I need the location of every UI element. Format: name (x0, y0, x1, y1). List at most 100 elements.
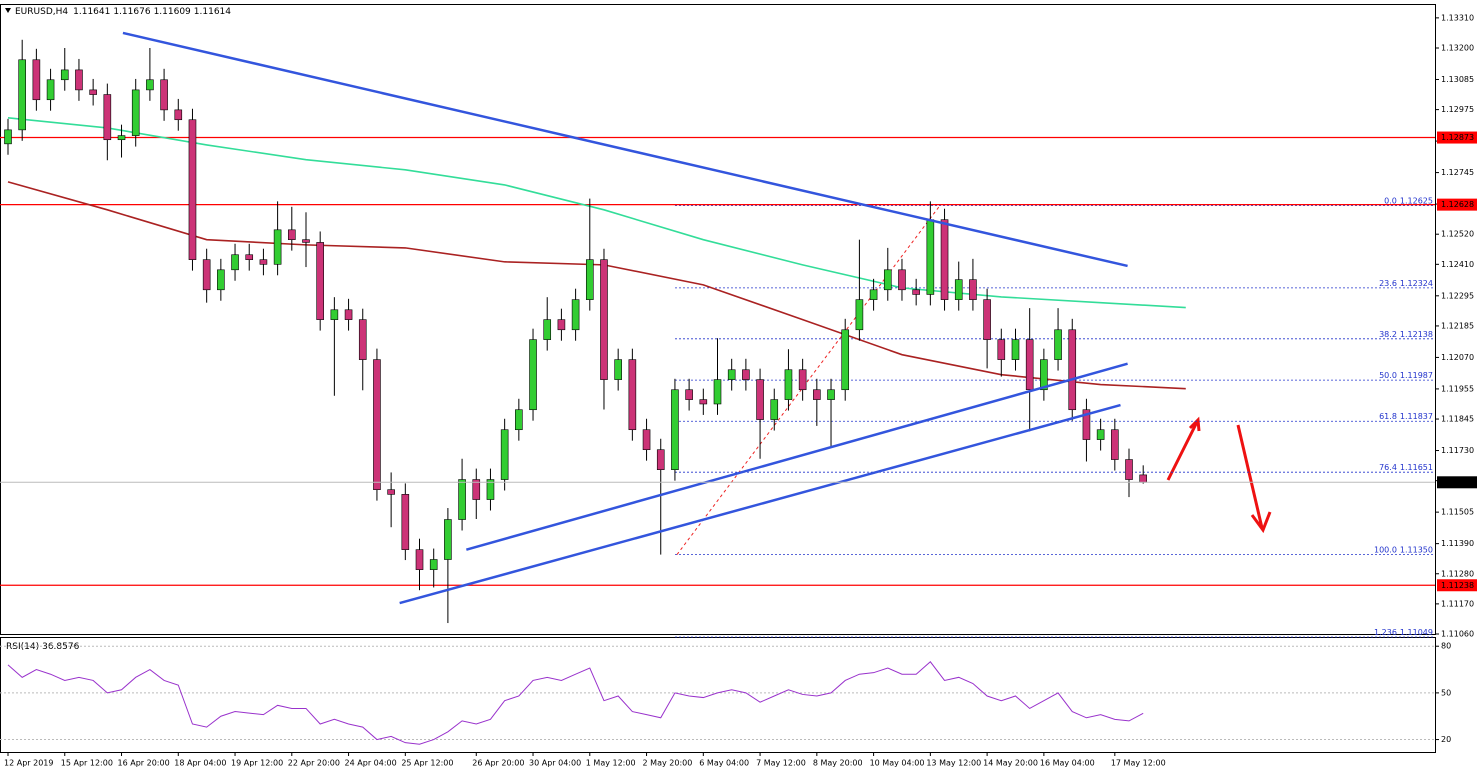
candle-body (287, 229, 296, 240)
fib-price: 1.11049 (1400, 628, 1433, 637)
candle-body (46, 79, 55, 101)
candle-body (344, 309, 353, 320)
fib-label: 61.8 1.11837 (1379, 412, 1433, 421)
y-tick-label: 1.13200 (1441, 43, 1474, 52)
candle-body (713, 379, 722, 405)
candle-body (103, 94, 112, 141)
candle-body (1040, 359, 1048, 391)
y-tick-label: 1.11390 (1441, 539, 1474, 548)
candle-body (358, 319, 367, 360)
current-price-label: 1.11614 (1441, 478, 1474, 487)
y-tick-label: 1.12975 (1441, 105, 1474, 114)
y-tick-label: 1.12295 (1441, 291, 1474, 300)
candle-body (1082, 409, 1091, 440)
candle-body (628, 359, 637, 431)
candle-body (557, 319, 566, 331)
candle-body (642, 429, 651, 451)
candle-body (316, 242, 324, 320)
fib-label: 100.0 1.11350 (1374, 545, 1433, 554)
y-tick-label: 1.11280 (1441, 569, 1474, 578)
candle-body (656, 449, 665, 470)
y-tick-label: 1.13310 (1441, 13, 1474, 22)
candle-body (75, 69, 83, 91)
rsi-name: RSI(14) (6, 642, 39, 652)
y-tick-label: 1.11955 (1441, 384, 1474, 393)
candle-body (472, 479, 481, 500)
candle-body (926, 219, 935, 295)
fib-label: 0.0 1.12625 (1384, 196, 1433, 205)
candle-body (444, 519, 452, 560)
trendline (122, 31, 1128, 268)
fib-price: 1.11651 (1400, 463, 1433, 472)
candle-body (330, 309, 339, 320)
level-box (1437, 131, 1477, 144)
candle-body (827, 389, 835, 400)
candle-body (969, 279, 977, 300)
candle-body (529, 339, 537, 411)
candle-body (117, 135, 126, 141)
fib-label: 50.0 1.11987 (1379, 371, 1433, 380)
x-tick-label: 24 Apr 04:00 (345, 759, 397, 768)
candle-body (89, 89, 97, 95)
arrow-up (1166, 416, 1201, 481)
candle-body (259, 259, 268, 265)
candle-body (18, 59, 26, 131)
candle-body (1139, 474, 1147, 483)
candle-body (131, 89, 140, 136)
y-tick-label: 1.11505 (1441, 508, 1474, 517)
candle-body (4, 129, 12, 145)
candle-body (1054, 329, 1062, 360)
fib-price: 1.11837 (1400, 412, 1433, 421)
candle-body (543, 319, 552, 340)
rsi-pane (0, 637, 1436, 753)
current-price-box (1437, 476, 1477, 489)
candle-body (458, 479, 466, 520)
x-tick-label: 1 May 12:00 (586, 759, 636, 768)
x-tick-label: 15 Apr 12:00 (61, 759, 113, 768)
price-pane (0, 4, 1436, 635)
candle-body (770, 399, 779, 420)
candle-body (401, 494, 410, 550)
symbol: EURUSD,H4 (15, 7, 68, 17)
y-tick-label: 1.12520 (1441, 230, 1474, 239)
x-tick-label: 16 May 04:00 (1040, 759, 1095, 768)
x-tick-label: 12 Apr 2019 (4, 759, 53, 768)
candle-body (1111, 429, 1119, 460)
x-tick-label: 26 Apr 20:00 (472, 759, 524, 768)
candle-body (685, 389, 693, 400)
fib-level-name: 61.8 (1379, 412, 1397, 421)
candle-body (415, 549, 424, 570)
y-tick-label: 1.12070 (1441, 353, 1474, 362)
candle-body (1025, 339, 1034, 391)
candle-body (1096, 429, 1105, 440)
y-tick-label: 1.13085 (1441, 75, 1474, 84)
x-tick-label: 30 Apr 04:00 (529, 759, 581, 768)
candle-body (883, 269, 892, 291)
candle-body (600, 259, 608, 380)
low-value: 1.11609 (154, 7, 191, 17)
candle-body (486, 479, 495, 500)
menu-arrow (5, 8, 11, 13)
x-tick-label: 17 May 12:00 (1111, 759, 1166, 768)
x-tick-label: 16 Apr 20:00 (118, 759, 170, 768)
candle-body (429, 559, 438, 570)
candle-body (855, 299, 864, 331)
candle-body (273, 229, 282, 265)
candle-body (202, 259, 211, 291)
x-tick-label: 6 May 04:00 (699, 759, 749, 768)
arrow-down (1236, 424, 1272, 534)
x-tick-label: 7 May 12:00 (756, 759, 806, 768)
level-label: 1.12873 (1441, 133, 1474, 142)
candle-body (217, 269, 225, 291)
fib-level-name: 1.236 (1374, 628, 1397, 637)
y-tick-label: 1.11845 (1441, 415, 1474, 424)
x-tick-label: 13 May 12:00 (926, 759, 981, 768)
candle-body (188, 119, 197, 260)
candle-body (813, 389, 821, 400)
rsi-tick-label: 80 (1441, 642, 1451, 651)
candle-body (1011, 339, 1020, 360)
candle-body (798, 369, 807, 391)
candle-body (302, 239, 310, 243)
x-tick-label: 22 Apr 20:00 (288, 759, 340, 768)
